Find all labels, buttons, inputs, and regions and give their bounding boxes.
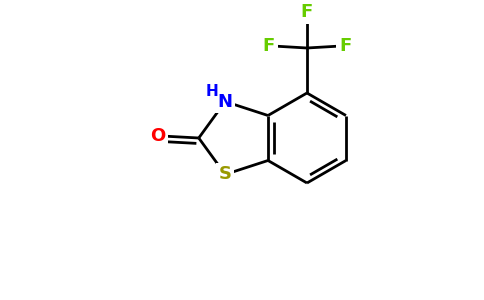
Text: H: H [206, 84, 219, 99]
Text: F: F [301, 3, 313, 21]
Text: F: F [263, 37, 275, 55]
Text: N: N [218, 93, 233, 111]
Text: F: F [339, 37, 351, 55]
Text: S: S [219, 165, 232, 183]
Text: O: O [150, 127, 165, 145]
